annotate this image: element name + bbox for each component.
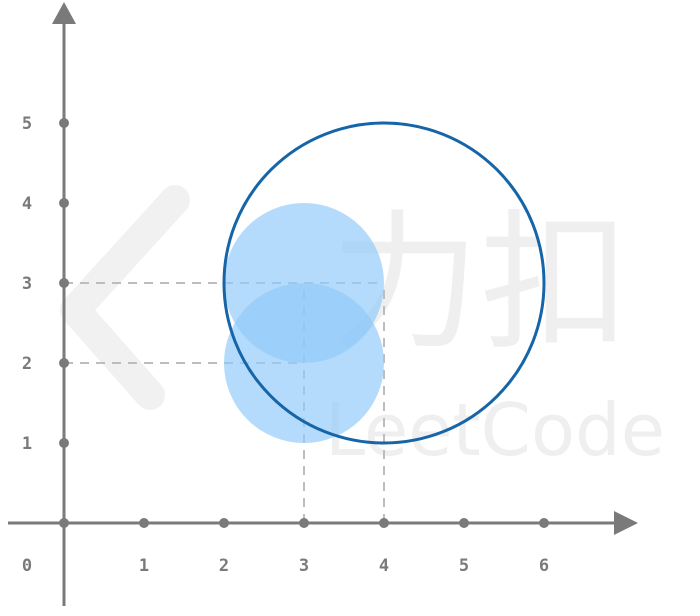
x-tick-label-4: 4: [379, 556, 389, 576]
watermark: 力扣 LeetCode: [60, 185, 665, 472]
y-tick-label-1: 1: [22, 434, 32, 454]
x-tick-dot-4: [379, 518, 389, 528]
x-tick-label-6: 6: [539, 556, 549, 576]
y-axis-arrow: [52, 2, 76, 24]
filled-circles: [224, 203, 384, 443]
x-tick-label-2: 2: [219, 556, 229, 576]
outline-circle: [222, 121, 546, 445]
y-tick-label-3: 3: [22, 274, 32, 294]
outline-circle-group: [222, 121, 546, 445]
y-tick-dot-4: [59, 198, 69, 208]
x-tick-dot-5: [459, 518, 469, 528]
y-tick-label-2: 2: [22, 354, 32, 374]
watermark-latin-text: LeetCode: [325, 388, 665, 472]
y-tick-dot-3: [59, 278, 69, 288]
y-tick-label-4: 4: [22, 194, 32, 214]
x-axis-arrow: [614, 511, 638, 535]
x-tick-dot-3: [299, 518, 309, 528]
x-tick-label-0: 0: [22, 556, 32, 576]
filled-circle-2: [224, 283, 384, 443]
tick-labels: 0 1 2 3 4 5 6 1 2 3 4 5: [22, 114, 549, 576]
tick-marks: [59, 118, 549, 528]
x-tick-dot-2: [219, 518, 229, 528]
watermark-logo: [60, 185, 190, 410]
x-tick-dot-1: [139, 518, 149, 528]
y-tick-dot-1: [59, 438, 69, 448]
x-tick-label-5: 5: [459, 556, 469, 576]
axes: [8, 2, 638, 606]
y-tick-label-5: 5: [22, 114, 32, 134]
x-tick-dot-6: [539, 518, 549, 528]
x-tick-dot-0: [59, 518, 69, 528]
x-tick-label-3: 3: [299, 556, 309, 576]
x-tick-label-1: 1: [139, 556, 149, 576]
y-tick-dot-5: [59, 118, 69, 128]
y-tick-dot-2: [59, 358, 69, 368]
